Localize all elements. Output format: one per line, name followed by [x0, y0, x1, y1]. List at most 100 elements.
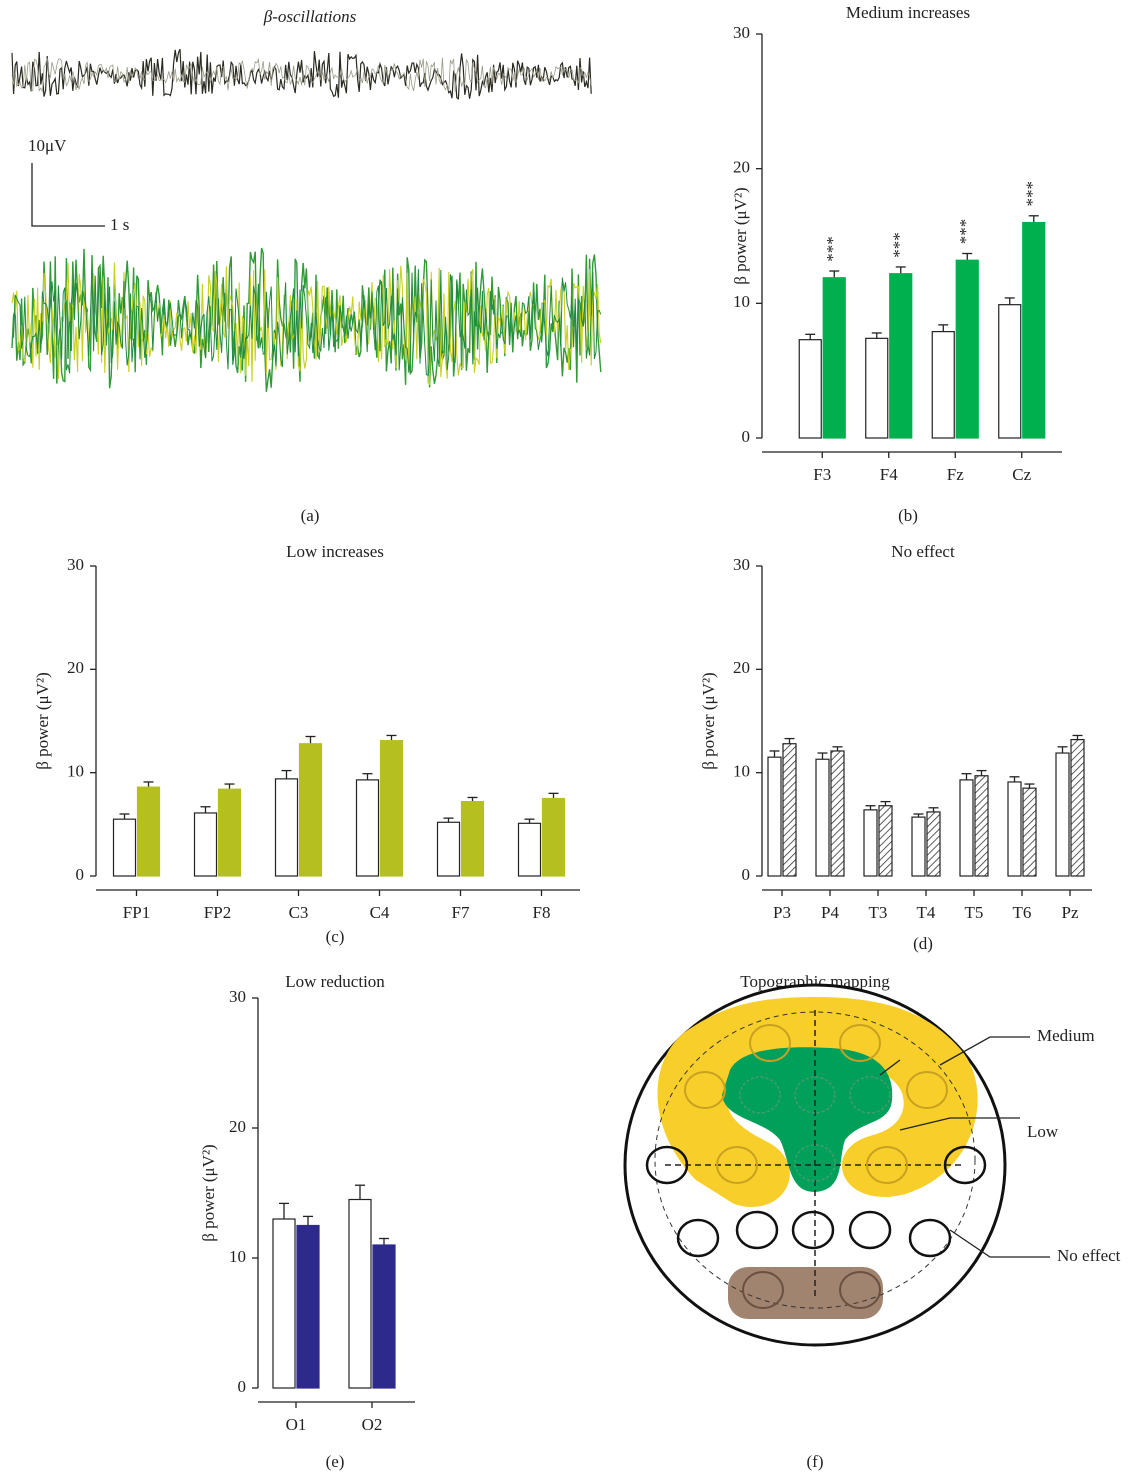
- x-tick-label: T4: [917, 903, 936, 922]
- panel-a-title: β-oscillations: [263, 7, 357, 26]
- bar: [217, 788, 242, 877]
- bar: [517, 822, 542, 877]
- bar: [1022, 221, 1046, 439]
- bar: [830, 750, 845, 877]
- bar: [911, 816, 926, 877]
- bar: [298, 743, 323, 877]
- x-tick-label: FP1: [123, 903, 150, 922]
- significance-label: ***: [1023, 181, 1042, 207]
- chart-title: Medium increases: [846, 3, 970, 22]
- bar: [348, 1198, 372, 1389]
- bar: [1007, 781, 1022, 877]
- y-tick-label: 0: [742, 865, 751, 884]
- bar: [889, 273, 913, 439]
- scale-bar: [31, 163, 105, 227]
- bar: [112, 818, 137, 877]
- bar: [1055, 752, 1070, 877]
- x-tick-label: P3: [773, 903, 791, 922]
- x-tick-label: F8: [533, 903, 551, 922]
- bar: [974, 775, 989, 877]
- region-label: No effect: [1057, 1246, 1121, 1265]
- x-tick-label: F7: [452, 903, 470, 922]
- x-tick-label: C3: [289, 903, 309, 922]
- x-tick-label: O1: [286, 1415, 307, 1434]
- y-tick-label: 20: [733, 158, 750, 177]
- bar: [1070, 738, 1085, 877]
- x-tick-label: FP2: [204, 903, 231, 922]
- y-tick-label: 10: [67, 762, 84, 781]
- y-tick-label: 10: [733, 292, 750, 311]
- bar: [274, 778, 299, 877]
- y-tick-label: 20: [733, 658, 750, 677]
- x-tick-label: P4: [821, 903, 839, 922]
- panel-f-title: Topographic mapping: [740, 972, 890, 991]
- bar: [767, 756, 782, 877]
- significance-label: ***: [823, 236, 842, 262]
- y-axis-label: β power (μV²): [199, 1144, 218, 1241]
- bar: [863, 809, 878, 877]
- bar: [136, 786, 161, 877]
- y-tick-label: 0: [76, 865, 85, 884]
- bar: [815, 758, 830, 877]
- bar: [878, 805, 893, 877]
- bar: [272, 1218, 296, 1389]
- region-label: Medium: [1037, 1026, 1095, 1045]
- x-tick-label: T3: [869, 903, 888, 922]
- scale-x-label: 1 s: [110, 215, 129, 234]
- panel-label: (b): [898, 506, 918, 525]
- bar: [541, 797, 566, 877]
- bar: [865, 337, 889, 439]
- x-tick-label: F3: [813, 465, 831, 484]
- bar: [998, 304, 1022, 439]
- x-tick-label: Fz: [947, 465, 964, 484]
- y-tick-label: 30: [733, 555, 750, 574]
- y-axis-label: β power (μV²): [731, 187, 750, 284]
- y-tick-label: 0: [742, 427, 751, 446]
- bar: [782, 743, 797, 877]
- significance-label: ***: [890, 232, 909, 258]
- bar: [955, 259, 979, 439]
- y-tick-label: 30: [67, 555, 84, 574]
- x-tick-label: F4: [880, 465, 898, 484]
- panel-label: (a): [301, 506, 320, 525]
- chart-title: Low reduction: [285, 972, 385, 991]
- bar: [1022, 787, 1037, 877]
- bar: [931, 331, 955, 439]
- trace: [11, 48, 592, 100]
- bar: [460, 800, 485, 877]
- bar: [959, 779, 974, 877]
- topographic-map: [623, 983, 1050, 1347]
- y-tick-label: 0: [238, 1377, 247, 1396]
- region-label: Low: [1027, 1122, 1059, 1141]
- trace: [11, 57, 592, 93]
- bar: [822, 277, 846, 439]
- y-tick-label: 20: [67, 658, 84, 677]
- x-tick-label: T6: [1013, 903, 1032, 922]
- y-tick-label: 30: [733, 23, 750, 42]
- bar: [355, 779, 380, 877]
- panel-label: (e): [326, 1452, 345, 1471]
- x-tick-label: Cz: [1012, 465, 1031, 484]
- x-tick-label: T5: [965, 903, 984, 922]
- x-tick-label: C4: [370, 903, 390, 922]
- eeg-traces: [11, 48, 602, 392]
- bar: [193, 812, 218, 877]
- y-axis-label: β power (μV²): [699, 672, 718, 769]
- x-tick-label: Pz: [1062, 903, 1079, 922]
- bar: [372, 1244, 396, 1389]
- bar: [379, 740, 404, 877]
- significance-label: ***: [956, 219, 975, 245]
- y-axis-label: β power (μV²): [33, 672, 52, 769]
- bar: [926, 811, 941, 877]
- chart-title: No effect: [891, 542, 955, 561]
- y-tick-label: 30: [229, 987, 246, 1006]
- panel-label: (c): [326, 927, 345, 946]
- bar: [798, 339, 822, 439]
- scale-y-label: 10μV: [28, 136, 67, 155]
- y-tick-label: 20: [229, 1117, 246, 1136]
- x-tick-label: O2: [362, 1415, 383, 1434]
- chart-title: Low increases: [286, 542, 384, 561]
- bar: [436, 821, 461, 877]
- panel-label: (d): [913, 934, 933, 953]
